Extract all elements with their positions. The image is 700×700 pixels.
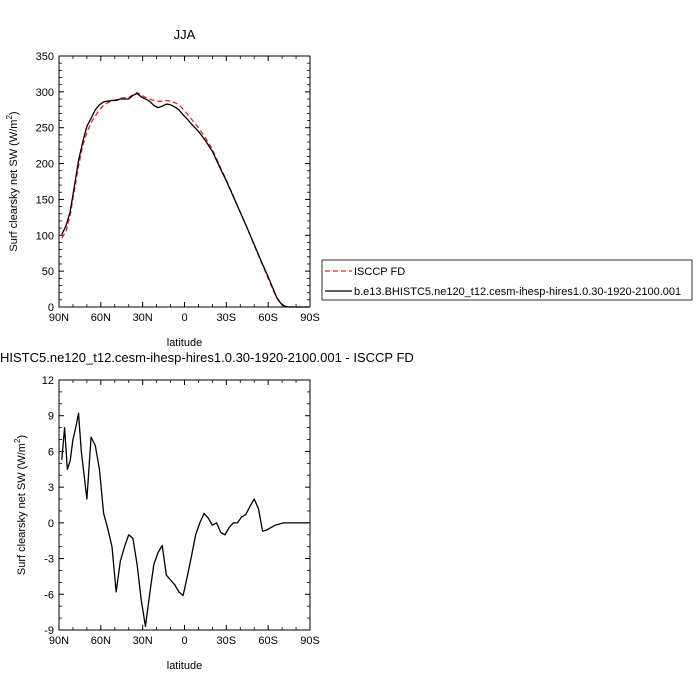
bottom-chart-title: b.e13.BHISTC5.ne120_t12.cesm-ihesp-hires…: [0, 350, 414, 365]
bottom-chart-ylabel-main: Surf clearsky net SW (W/m: [16, 443, 28, 575]
top-x-tick-label: 0: [181, 312, 187, 324]
top-series-line-0: [61, 91, 309, 308]
bottom-x-tick-label: 60S: [258, 635, 278, 647]
bottom-x-tick-label: 30N: [133, 635, 153, 647]
bottom-x-tick-label: 90N: [49, 635, 69, 647]
bottom-y-tick-label: 3: [48, 482, 54, 494]
top-chart-title: JJA: [174, 27, 196, 42]
bottom-y-tick-label: 6: [48, 446, 54, 458]
top-chart-series: [61, 91, 309, 308]
bottom-x-tick-label: 0: [181, 635, 187, 647]
top-chart-ylabel: Surf clearsky net SW (W/m2): [5, 111, 20, 251]
legend-label-isccp: ISCCP FD: [354, 266, 405, 278]
legend-box: [321, 259, 693, 301]
bottom-chart-xlabel: latitude: [167, 660, 202, 672]
top-y-tick-label: 100: [36, 230, 54, 242]
top-chart-ylabel-main: Surf clearsky net SW (W/m: [8, 120, 20, 252]
bottom-y-tick-label: 12: [42, 375, 54, 387]
legend: ISCCP FD b.e13.BHISTC5.ne120_t12.cesm-ih…: [321, 259, 693, 301]
top-y-tick-label: 50: [42, 266, 54, 278]
bottom-chart-ylabel-sup: 2: [13, 438, 22, 443]
bottom-chart: b.e13.BHISTC5.ne120_t12.cesm-ihesp-hires…: [0, 350, 414, 672]
top-series-line-1: [61, 92, 309, 308]
top-x-tick-label: 30N: [133, 312, 153, 324]
top-chart: JJA 90N 60N 30N 0 30S 60S 90S 0 50 100 150 200 250 30…: [5, 27, 320, 349]
top-x-tick-label: 60N: [91, 312, 111, 324]
bottom-y-tick-label: -3: [44, 554, 54, 566]
top-chart-ylabel-tail: ): [8, 111, 20, 115]
top-y-tick-label: 350: [36, 51, 54, 63]
bottom-y-tick-label: 9: [48, 411, 54, 423]
top-chart-axes: 90N 60N 30N 0 30S 60S 90S 0 50 100 150 200 250 300 350: [36, 51, 320, 324]
top-chart-frame: [58, 55, 311, 308]
top-x-tick-label: 90S: [300, 312, 320, 324]
top-y-tick-label: 250: [36, 123, 54, 135]
bottom-chart-ylabel-tail: ): [16, 435, 28, 439]
bottom-x-tick-label: 30S: [217, 635, 237, 647]
bottom-chart-frame: [58, 379, 311, 631]
bottom-y-tick-label: -6: [44, 589, 54, 601]
legend-label-model: b.e13.BHISTC5.ne120_t12.cesm-ihesp-hires…: [354, 286, 681, 298]
bottom-x-tick-label: 90S: [300, 635, 320, 647]
bottom-series-line-0: [61, 412, 309, 628]
bottom-y-tick-label: -9: [44, 625, 54, 637]
top-y-tick-label: 300: [36, 87, 54, 99]
bottom-chart-ylabel: Surf clearsky net SW (W/m2): [13, 435, 28, 575]
bottom-chart-axes: 90N 60N 30N 0 30S 60S 90S -9 -6 -3 0 3 6 9 12: [42, 375, 320, 647]
top-y-tick-label: 150: [36, 194, 54, 206]
top-x-tick-label: 30S: [217, 312, 237, 324]
top-chart-xlabel: latitude: [167, 337, 202, 349]
top-chart-ylabel-sup: 2: [5, 115, 14, 120]
top-x-tick-label: 90N: [49, 312, 69, 324]
top-y-tick-label: 0: [48, 302, 54, 314]
bottom-x-tick-label: 60N: [91, 635, 111, 647]
bottom-y-tick-label: 0: [48, 518, 54, 530]
top-y-tick-label: 200: [36, 159, 54, 171]
bottom-chart-series: [61, 412, 309, 628]
top-x-tick-label: 60S: [258, 312, 278, 324]
